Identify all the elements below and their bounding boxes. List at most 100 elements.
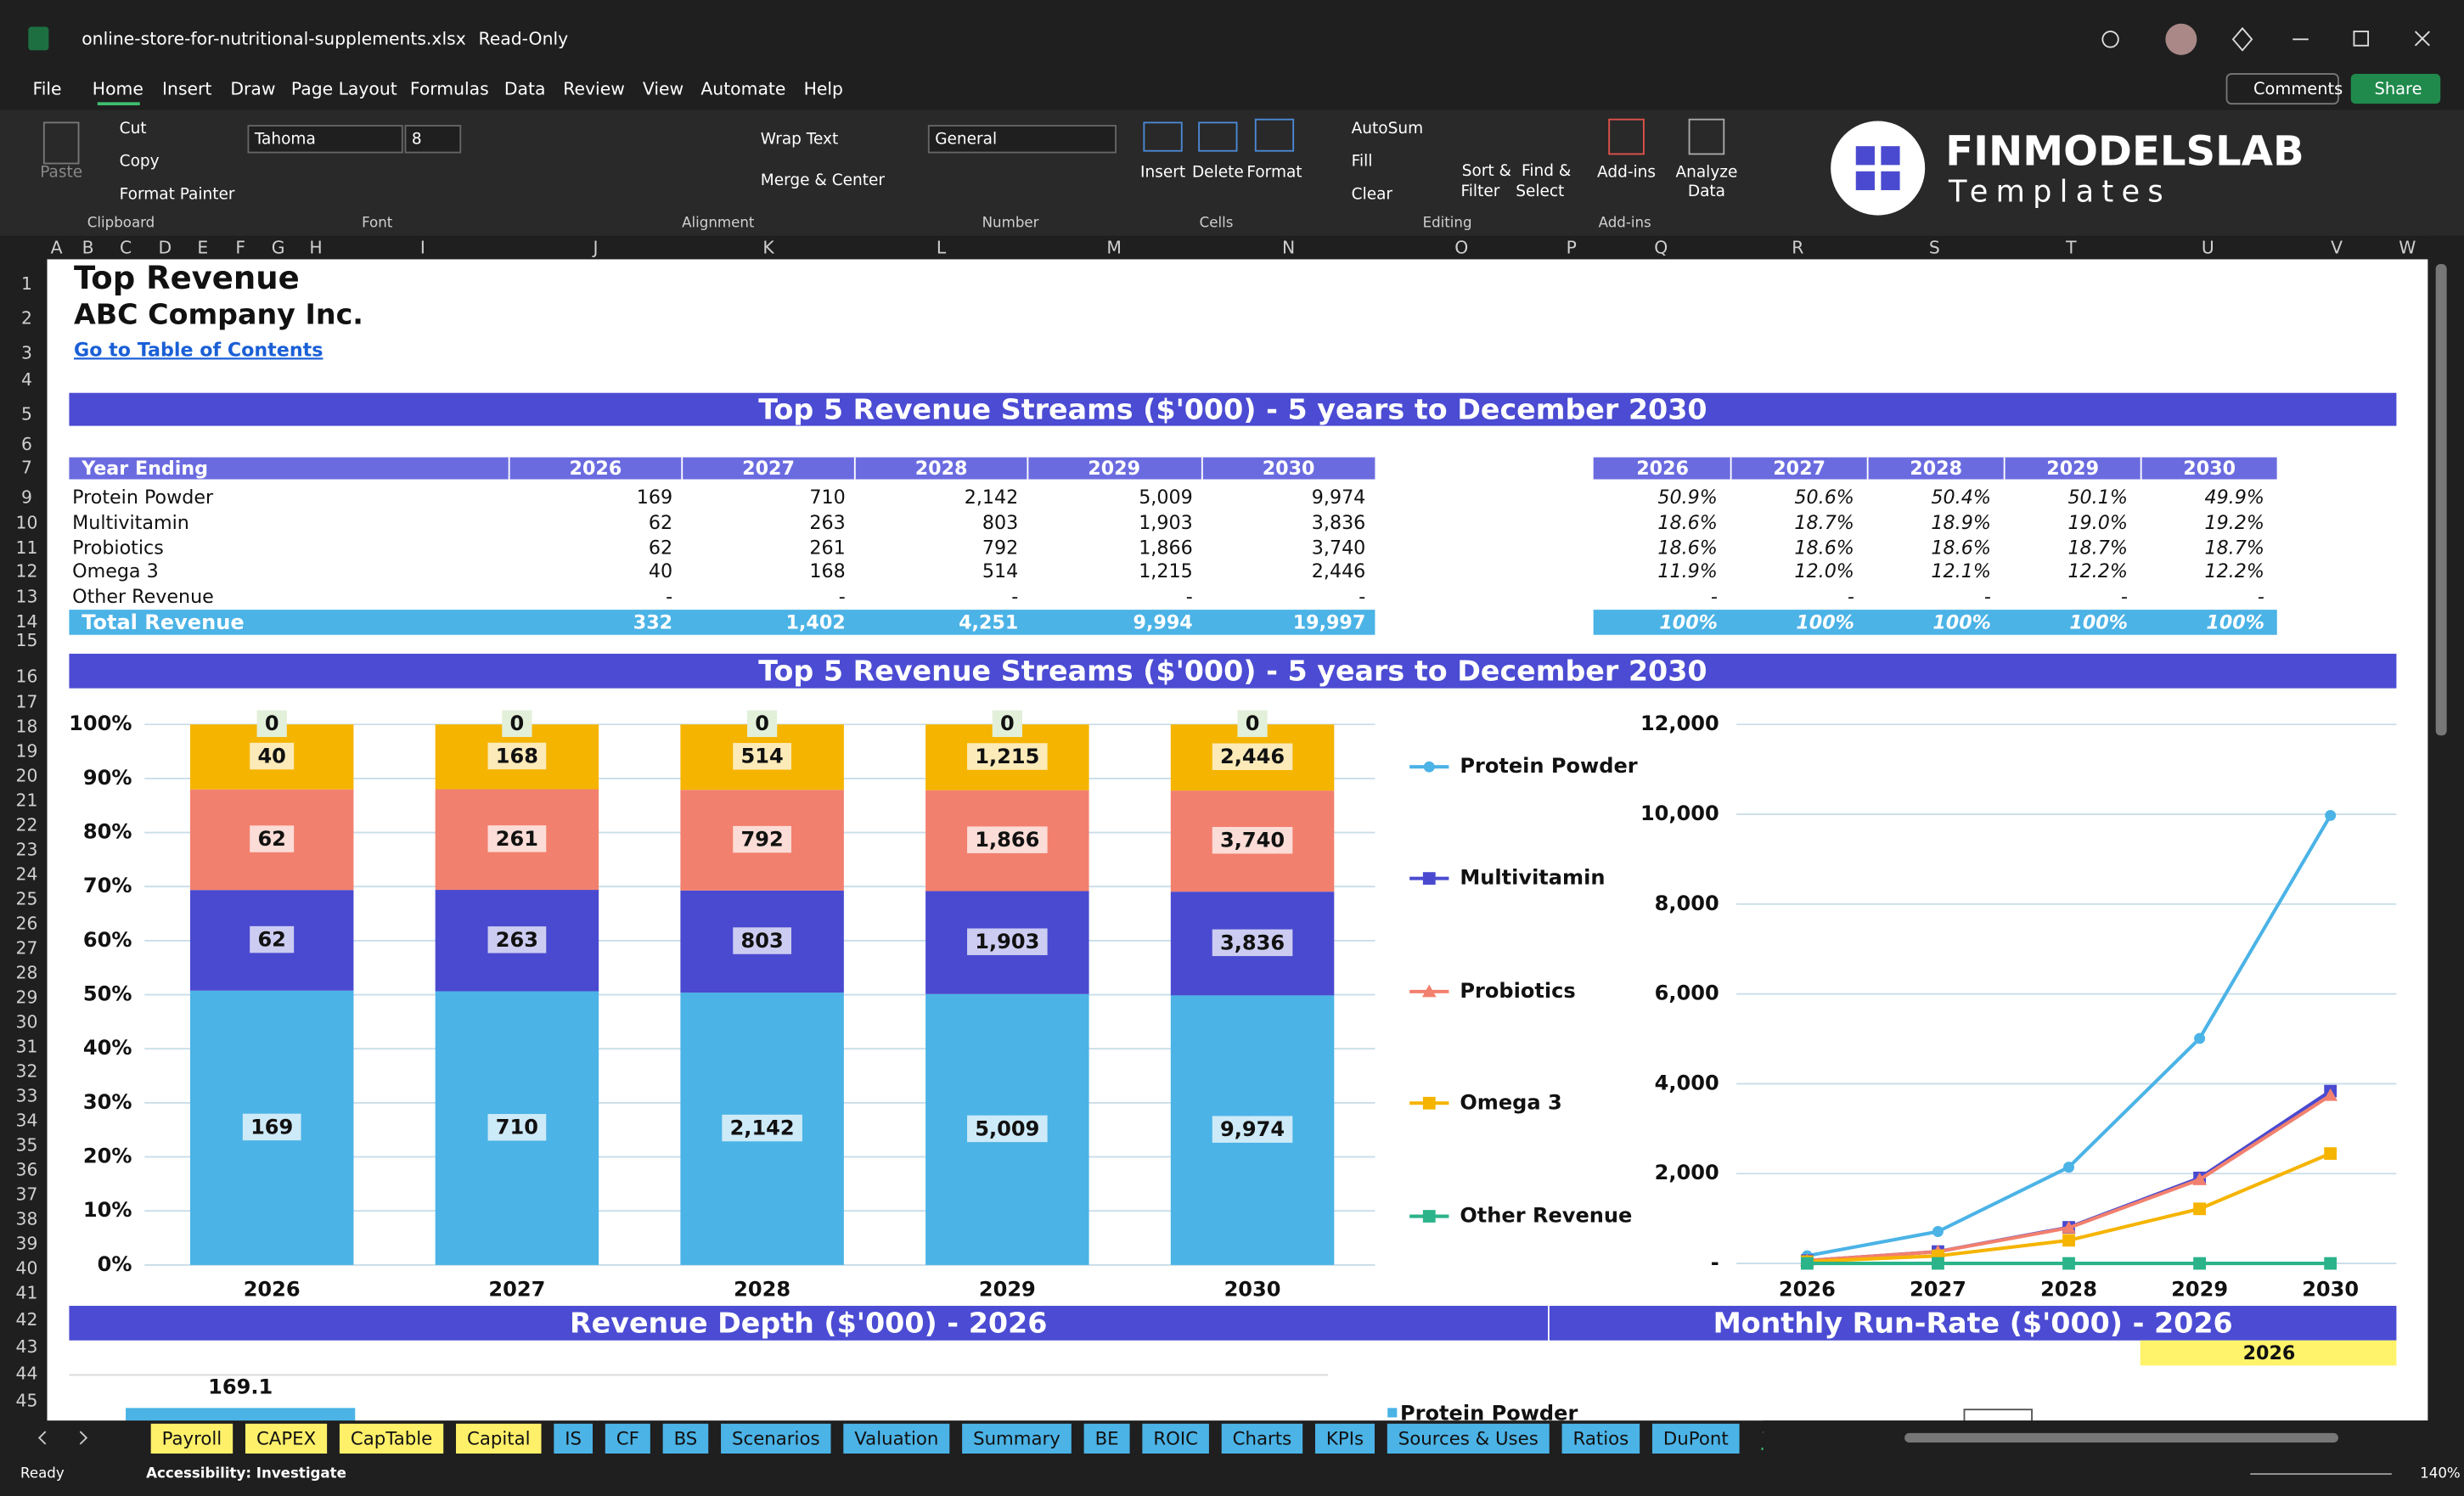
row-header[interactable]: 1 — [21, 273, 32, 294]
column-header[interactable]: H — [309, 237, 322, 257]
column-header[interactable]: J — [591, 237, 598, 257]
menu-tab[interactable]: Draw — [230, 79, 275, 99]
horizontal-scroll-thumb[interactable] — [1904, 1432, 2338, 1443]
number-format-box[interactable] — [927, 125, 1117, 154]
column-header[interactable]: S — [1929, 237, 1940, 257]
row-header[interactable]: 4 — [21, 369, 32, 390]
column-header[interactable]: E — [197, 237, 208, 257]
sheet-tab-label[interactable]: CF — [616, 1428, 639, 1449]
sheet-tab[interactable] — [339, 1423, 444, 1454]
row-header[interactable]: 43 — [16, 1336, 38, 1357]
row-header[interactable]: 18 — [16, 716, 38, 736]
column-header[interactable]: K — [762, 237, 774, 257]
row-header[interactable]: 35 — [16, 1134, 38, 1155]
column-header[interactable]: B — [82, 237, 94, 257]
clear-label[interactable]: Clear — [1352, 186, 1393, 204]
menu-tab[interactable]: Data — [504, 79, 546, 99]
row-header[interactable]: 16 — [16, 666, 38, 687]
sheet-tab[interactable] — [456, 1423, 542, 1454]
row-header[interactable]: 20 — [16, 765, 38, 785]
row-header[interactable]: 31 — [16, 1036, 38, 1056]
menu-tab[interactable]: Review — [563, 79, 625, 99]
row-header[interactable]: 12 — [16, 561, 38, 582]
column-header[interactable]: M — [1106, 237, 1122, 257]
row-header[interactable]: 40 — [16, 1257, 38, 1278]
close-button[interactable] — [2414, 31, 2430, 47]
row-header[interactable]: 32 — [16, 1060, 38, 1081]
sheet-tab-label[interactable]: BS — [674, 1428, 698, 1449]
sheet-tab-label[interactable]: Charts — [1233, 1428, 1292, 1449]
comments-button[interactable] — [2225, 73, 2339, 105]
sheet-tab[interactable] — [962, 1423, 1072, 1454]
row-header[interactable]: 30 — [16, 1011, 38, 1032]
format-painter-label[interactable]: Format Painter — [120, 186, 235, 204]
row-header[interactable]: 7 — [21, 458, 32, 478]
accessibility-status[interactable]: Accessibility: Investigate — [146, 1465, 346, 1482]
row-header[interactable]: 10 — [16, 512, 38, 532]
delete-icon[interactable] — [1198, 121, 1238, 152]
column-header[interactable]: V — [2331, 237, 2343, 257]
row-header[interactable]: 41 — [16, 1282, 38, 1302]
row-header[interactable]: 6 — [21, 434, 32, 454]
sheet-tab[interactable] — [721, 1423, 831, 1454]
column-header[interactable]: N — [1282, 237, 1295, 257]
addins-label[interactable]: Add-ins — [1597, 164, 1656, 182]
font-name-box[interactable] — [247, 125, 403, 154]
sort-filter-label[interactable]: Sort & — [1462, 162, 1511, 180]
row-header[interactable]: 17 — [16, 691, 38, 711]
column-header[interactable]: I — [420, 237, 425, 257]
toc-link[interactable]: Go to Table of Contents — [74, 339, 323, 361]
sheet-tab-label[interactable]: BE — [1095, 1428, 1119, 1449]
sheet-tab-label[interactable]: Ratios — [1573, 1428, 1629, 1449]
sheet-tab[interactable] — [245, 1423, 328, 1454]
column-header[interactable]: L — [937, 237, 947, 257]
zoom-level[interactable]: 140% — [2420, 1465, 2461, 1482]
column-header[interactable]: U — [2202, 237, 2214, 257]
column-header[interactable]: O — [1454, 237, 1468, 257]
sort-filter-label[interactable]: Filter — [1461, 183, 1500, 200]
row-header[interactable]: 3 — [21, 342, 32, 363]
find-select-label[interactable]: Select — [1516, 183, 1564, 200]
format-label[interactable]: Format — [1246, 164, 1302, 182]
sheet-tab-label[interactable]: Payroll — [162, 1428, 222, 1449]
row-header[interactable]: 45 — [16, 1390, 38, 1410]
row-header[interactable]: 11 — [16, 537, 38, 558]
row-header[interactable]: 33 — [16, 1085, 38, 1105]
insert-icon[interactable] — [1143, 121, 1183, 152]
row-header[interactable]: 23 — [16, 839, 38, 859]
sheet-tab[interactable] — [1387, 1423, 1550, 1454]
row-header[interactable]: 38 — [16, 1208, 38, 1229]
row-header[interactable]: 13 — [16, 586, 38, 606]
sheet-tab[interactable] — [605, 1423, 650, 1454]
row-header[interactable]: 2 — [21, 308, 32, 329]
menu-tab[interactable]: Page Layout — [291, 79, 397, 99]
sheet-tab-label[interactable]: DuPont — [1663, 1428, 1729, 1449]
row-header[interactable]: 26 — [16, 913, 38, 933]
font-size-box[interactable] — [404, 125, 462, 154]
row-header[interactable]: 15 — [16, 630, 38, 650]
sheet-tab[interactable] — [1561, 1423, 1640, 1454]
wrap-text-label[interactable]: Wrap Text — [761, 131, 838, 149]
row-header[interactable]: 28 — [16, 962, 38, 982]
menu-tab[interactable]: Insert — [162, 79, 211, 99]
sheet-tab-label[interactable]: Capital — [467, 1428, 531, 1449]
sheet-tab[interactable] — [843, 1423, 950, 1454]
column-header[interactable]: P — [1567, 237, 1577, 257]
sheet-tab[interactable] — [1142, 1423, 1209, 1454]
row-header[interactable]: 44 — [16, 1364, 38, 1384]
column-header[interactable]: W — [2399, 237, 2416, 257]
row-header[interactable]: 34 — [16, 1110, 38, 1130]
addins-icon[interactable] — [1608, 118, 1645, 155]
analyze-icon[interactable] — [1688, 118, 1725, 155]
share-label[interactable]: Share — [2375, 79, 2422, 98]
menu-tab[interactable]: Formulas — [410, 79, 489, 99]
avatar[interactable] — [2165, 23, 2197, 55]
sheet-tab-label[interactable]: CAPEX — [256, 1428, 316, 1449]
scroll-thumb[interactable] — [2435, 263, 2447, 736]
sheet-tab-label[interactable]: KPIs — [1326, 1428, 1364, 1449]
autosum-label[interactable]: AutoSum — [1352, 120, 1423, 138]
menu-tab[interactable]: View — [643, 79, 684, 99]
sheet-tab[interactable] — [554, 1423, 593, 1454]
paste-icon[interactable] — [42, 121, 80, 165]
column-header[interactable]: F — [235, 237, 245, 257]
